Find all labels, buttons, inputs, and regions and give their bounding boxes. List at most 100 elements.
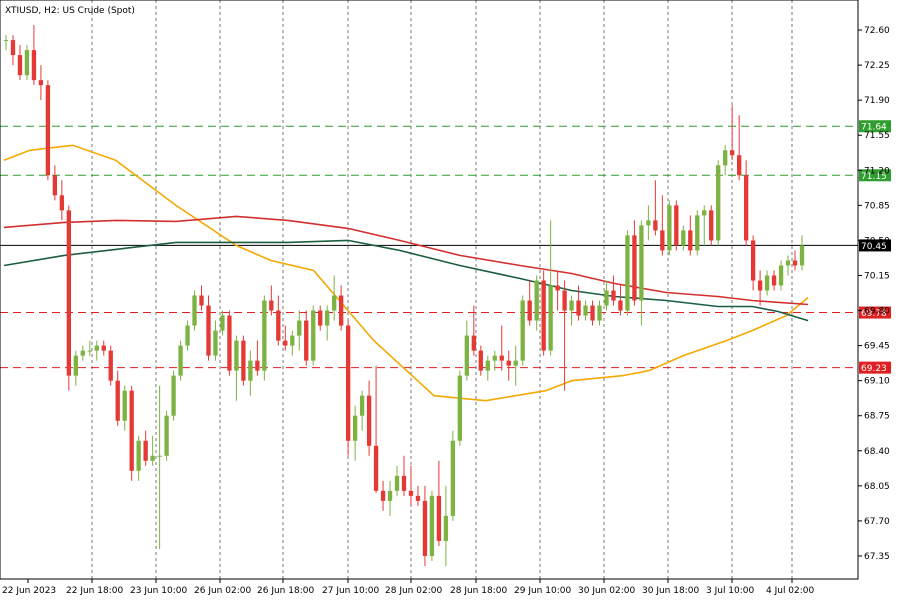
candle-body[interactable] [562, 290, 567, 311]
candle-body[interactable] [359, 395, 365, 416]
candle-body[interactable] [716, 165, 721, 241]
candle-body[interactable] [764, 275, 770, 291]
candle-body[interactable] [394, 475, 400, 491]
candle-body[interactable] [450, 440, 456, 516]
candle-body[interactable] [290, 335, 295, 346]
candle-body[interactable] [660, 230, 665, 251]
candle-body[interactable] [443, 515, 449, 541]
candle-body[interactable] [45, 85, 51, 176]
candle-body[interactable] [143, 440, 148, 461]
candle-body[interactable] [688, 230, 693, 251]
candle-body[interactable] [436, 495, 442, 541]
candle-body[interactable] [611, 290, 616, 301]
candle-body[interactable] [59, 195, 65, 211]
candle-body[interactable] [667, 205, 672, 251]
candle-body[interactable] [625, 235, 630, 311]
candle-body[interactable] [66, 210, 72, 376]
candle-body[interactable] [674, 205, 679, 246]
candle-body[interactable] [150, 455, 155, 461]
candle-body[interactable] [695, 215, 700, 251]
candle-body[interactable] [108, 350, 113, 381]
candle-body[interactable] [681, 230, 686, 246]
candle-body[interactable] [736, 155, 742, 176]
candle-body[interactable] [492, 355, 497, 361]
candle-body[interactable] [555, 285, 560, 291]
candle-body[interactable] [338, 295, 344, 326]
candle-body[interactable] [653, 220, 658, 231]
candle-body[interactable] [464, 335, 470, 376]
candle-body[interactable] [506, 360, 511, 366]
candle-body[interactable] [345, 325, 351, 441]
candle-body[interactable] [422, 500, 428, 556]
candle-body[interactable] [129, 390, 134, 471]
candle-body[interactable] [318, 310, 323, 326]
candle-body[interactable] [387, 490, 393, 501]
candle-body[interactable] [262, 300, 267, 371]
candle-body[interactable] [164, 415, 169, 456]
candle-body[interactable] [702, 210, 707, 216]
candle-body[interactable] [52, 175, 58, 196]
candle-body[interactable] [743, 175, 749, 241]
candle-body[interactable] [513, 360, 518, 366]
candle-body[interactable] [527, 300, 532, 321]
candle-body[interactable] [115, 380, 120, 421]
candle-body[interactable] [178, 345, 183, 376]
candle-body[interactable] [304, 320, 309, 361]
candle-body[interactable] [792, 260, 798, 266]
candle-body[interactable] [241, 340, 246, 381]
candle-body[interactable] [478, 350, 483, 371]
candle-body[interactable] [171, 375, 176, 416]
candle-body[interactable] [569, 300, 574, 311]
candle-body[interactable] [73, 355, 78, 376]
candle-body[interactable] [17, 55, 23, 76]
candle-body[interactable] [3, 40, 9, 42]
candle-body[interactable] [157, 455, 162, 457]
candle-body[interactable] [255, 360, 260, 371]
candle-body[interactable] [248, 360, 253, 381]
candle-body[interactable] [10, 40, 16, 56]
candle-body[interactable] [618, 300, 623, 311]
candle-body[interactable] [269, 300, 274, 311]
candle-body[interactable] [325, 310, 330, 326]
candle-body[interactable] [485, 360, 490, 371]
candle-body[interactable] [534, 280, 539, 321]
candle-body[interactable] [576, 300, 581, 316]
candle-body[interactable] [632, 235, 637, 301]
candle-body[interactable] [38, 80, 44, 86]
candle-body[interactable] [415, 495, 421, 501]
candle-body[interactable] [101, 345, 106, 351]
candle-body[interactable] [297, 320, 302, 336]
candle-body[interactable] [639, 225, 644, 301]
candle-body[interactable] [709, 210, 714, 241]
candle-body[interactable] [220, 315, 225, 331]
candle-body[interactable] [471, 335, 476, 351]
candle-body[interactable] [24, 50, 30, 76]
candle-body[interactable] [604, 290, 609, 306]
candle-body[interactable] [597, 305, 602, 321]
candle-body[interactable] [234, 340, 239, 371]
candle-body[interactable] [799, 245, 805, 266]
candle-body[interactable] [283, 340, 288, 346]
candle-body[interactable] [646, 220, 651, 226]
candle-body[interactable] [401, 475, 407, 491]
candle-body[interactable] [408, 490, 414, 496]
candle-body[interactable] [122, 390, 127, 421]
candle-body[interactable] [206, 305, 211, 356]
candle-body[interactable] [87, 350, 92, 352]
candle-body[interactable] [352, 415, 358, 441]
candle-body[interactable] [199, 295, 204, 306]
candle-body[interactable] [276, 310, 281, 341]
candle-body[interactable] [136, 440, 141, 471]
candle-body[interactable] [583, 305, 588, 316]
candle-body[interactable] [541, 280, 546, 351]
candle-body[interactable] [311, 310, 316, 361]
candle-body[interactable] [548, 285, 553, 351]
candle-body[interactable] [730, 150, 735, 156]
candle-body[interactable] [590, 305, 595, 321]
candle-body[interactable] [778, 265, 784, 286]
candle-body[interactable] [227, 315, 232, 371]
candle-body[interactable] [771, 275, 777, 286]
candle-body[interactable] [332, 295, 337, 311]
candle-body[interactable] [750, 240, 756, 281]
